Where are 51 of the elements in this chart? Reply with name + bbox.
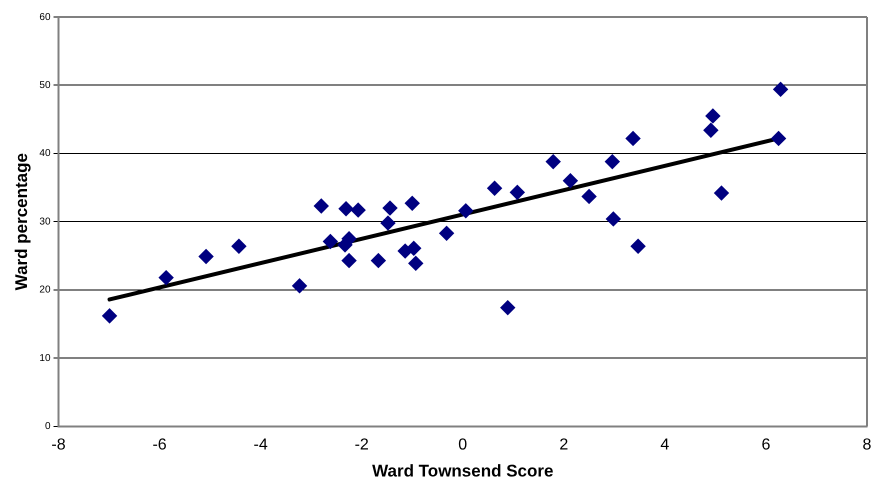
point	[322, 234, 338, 249]
y-axis-title: Ward percentage	[12, 153, 31, 290]
point	[370, 253, 386, 268]
y-tick-label: 60	[39, 12, 51, 23]
y-tick-label: 30	[39, 216, 51, 228]
point	[510, 184, 525, 200]
point	[404, 196, 420, 211]
point	[773, 82, 788, 97]
point	[630, 238, 646, 254]
x-tick-label: -2	[354, 436, 369, 454]
point	[705, 108, 720, 124]
point	[487, 180, 502, 196]
y-tick-label: 40	[39, 148, 51, 160]
point	[406, 240, 422, 256]
y-tick-label: 0	[44, 421, 51, 432]
y-tick-label: 50	[39, 80, 51, 91]
point	[562, 173, 578, 188]
point	[582, 188, 597, 204]
point	[342, 253, 357, 268]
point	[771, 130, 786, 146]
point	[458, 203, 474, 218]
x-axis-title: Ward Townsend Score	[372, 461, 554, 480]
x-tick-label: 6	[761, 436, 770, 454]
point	[382, 200, 398, 216]
y-tick-label: 20	[39, 284, 51, 296]
x-tick-label: -4	[254, 436, 268, 454]
point	[408, 256, 424, 271]
point	[606, 211, 621, 226]
x-tick-label: 2	[559, 436, 568, 454]
point	[546, 154, 561, 170]
point	[500, 300, 516, 316]
point	[158, 270, 174, 286]
x-tick-label: -8	[51, 436, 66, 454]
point	[231, 238, 246, 254]
point	[626, 130, 641, 146]
y-tick-label: 10	[39, 352, 51, 364]
point	[102, 308, 118, 324]
point	[380, 216, 396, 231]
point	[198, 249, 214, 264]
x-tick-label: -6	[152, 436, 167, 454]
point	[292, 278, 308, 294]
x-tick-label: 4	[660, 436, 670, 454]
point	[714, 186, 729, 201]
point	[338, 201, 354, 216]
x-tick-label: 0	[458, 436, 468, 454]
point	[703, 122, 718, 138]
point	[350, 202, 366, 218]
point	[314, 198, 329, 214]
point	[439, 226, 454, 241]
x-tick-label: 8	[862, 436, 872, 454]
point	[604, 154, 620, 170]
